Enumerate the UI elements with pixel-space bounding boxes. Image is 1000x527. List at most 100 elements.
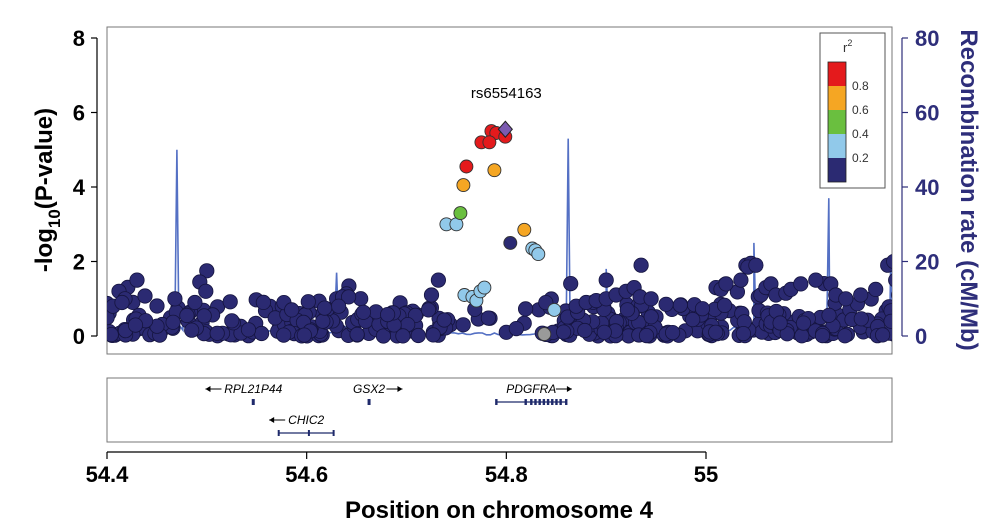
snp-point-background <box>114 294 130 311</box>
snp-point-background <box>685 311 701 328</box>
snp-point <box>459 159 474 174</box>
snp-point-background <box>379 306 396 323</box>
snp-point-background <box>355 304 371 320</box>
strand-arrowhead <box>566 386 572 392</box>
gene-exon <box>277 430 280 436</box>
legend-title: r2 <box>843 38 852 55</box>
gene-exon <box>538 399 541 405</box>
y-right-tick-label: 80 <box>915 26 939 51</box>
snp-point-background <box>894 320 908 334</box>
snp-point-background <box>733 272 749 288</box>
snp-point-background <box>240 322 257 338</box>
snp-point-background <box>643 309 659 325</box>
snp-point-background <box>340 289 357 305</box>
legend-swatch-0.8-1.0 <box>828 62 846 86</box>
snp-point-background <box>735 325 752 342</box>
gene-RPL21P44: RPL21P44 <box>205 382 283 405</box>
snp-point <box>547 302 562 317</box>
gene-exon <box>495 399 498 405</box>
snp-point-background <box>167 291 183 307</box>
snp-point-background <box>209 325 225 341</box>
gene-label: GSX2 <box>353 382 385 396</box>
snp-point-background <box>436 312 452 328</box>
snp-point-background <box>694 301 711 317</box>
legend-swatch-0.4-0.6 <box>828 110 846 134</box>
snp-point-background <box>853 287 869 303</box>
gene-exon <box>542 399 546 405</box>
snp-point-background <box>563 275 579 292</box>
gene-GSX2: GSX2 <box>353 382 403 405</box>
y-left-tick-label: 0 <box>73 324 85 349</box>
snp-point-background <box>633 257 649 273</box>
snp-point-background <box>199 263 215 279</box>
x-axis-title: Position on chromosome 4 <box>345 497 654 524</box>
snp-point-background <box>455 317 471 333</box>
snp-point-background <box>129 272 145 288</box>
gene-track-frame <box>106 377 893 443</box>
gene-exon <box>555 399 558 405</box>
gene-exon <box>534 399 537 405</box>
snp-point-background <box>284 302 300 318</box>
snp-point <box>503 235 518 250</box>
snp-point-background <box>420 302 437 318</box>
snp-point-background <box>254 325 270 342</box>
snp-point-background <box>107 327 119 343</box>
snp-point <box>456 178 471 193</box>
gene-label: PDGFRA <box>506 382 556 396</box>
strand-arrowhead <box>397 386 403 392</box>
snp-point-background <box>375 328 391 344</box>
gene-exon <box>367 399 371 405</box>
gene-CHIC2: CHIC2 <box>269 413 335 436</box>
snp-point-background <box>716 297 733 313</box>
x-axis: 54.4 54.6 54.8 55 <box>86 451 718 487</box>
legend-swatch-0.2-0.4 <box>828 134 846 158</box>
snp-point-background <box>184 322 200 338</box>
snp-point-background <box>891 330 892 339</box>
snp-point <box>517 222 532 237</box>
x-tick-label: 54.4 <box>86 462 130 487</box>
snp-point-background <box>794 328 810 344</box>
snp-point-background <box>395 328 411 344</box>
legend-label-0.2: 0.2 <box>852 151 869 165</box>
snp-point-background <box>425 327 441 343</box>
legend-scale-outline <box>827 61 847 183</box>
gene-exon <box>332 430 335 436</box>
gene-PDGFRA: PDGFRA <box>495 382 572 405</box>
snp-point <box>487 163 502 178</box>
snp-point-background <box>410 327 426 344</box>
y-left-tick-label: 6 <box>73 101 85 126</box>
snp-point-background <box>795 315 812 331</box>
snp-point-background <box>149 298 165 314</box>
snp-point-background <box>643 291 659 307</box>
snp-point-background <box>853 311 869 327</box>
snp-point-background <box>224 313 240 329</box>
lead-snp-diamond <box>497 120 513 139</box>
snp-point-background <box>423 287 440 303</box>
snp-point-background <box>837 328 853 344</box>
snp-point-background <box>891 308 892 313</box>
snp-point <box>482 135 497 150</box>
gene-track: RPL21P44 GSX2 PDGFRA CHIC2 <box>205 382 572 436</box>
y-right-tick-label: 60 <box>915 101 939 126</box>
snp-point-background <box>517 301 534 317</box>
snp-point-background <box>638 327 655 344</box>
snp-point-background <box>198 283 214 299</box>
snp-point-background <box>480 310 496 326</box>
y-left-tick-label: 8 <box>73 26 85 51</box>
y-left-tick-label: 4 <box>73 175 86 200</box>
y-left-tick-label: 2 <box>73 250 85 275</box>
snp-point-background <box>886 254 892 269</box>
snp-point-background <box>772 315 788 331</box>
snp-point-background <box>838 291 854 307</box>
snp-point-background <box>315 313 331 329</box>
snp-point-background <box>883 313 892 329</box>
snp-point-background <box>664 324 681 341</box>
snp-point-background <box>793 276 809 292</box>
gene-exon <box>251 399 255 405</box>
x-tick-label: 54.6 <box>285 462 328 487</box>
snp-point-background <box>196 308 212 324</box>
snp-point-background <box>821 307 837 323</box>
gene-exon <box>546 399 550 405</box>
y-right-tick-label: 20 <box>915 250 939 275</box>
snp-point-background <box>255 294 271 310</box>
